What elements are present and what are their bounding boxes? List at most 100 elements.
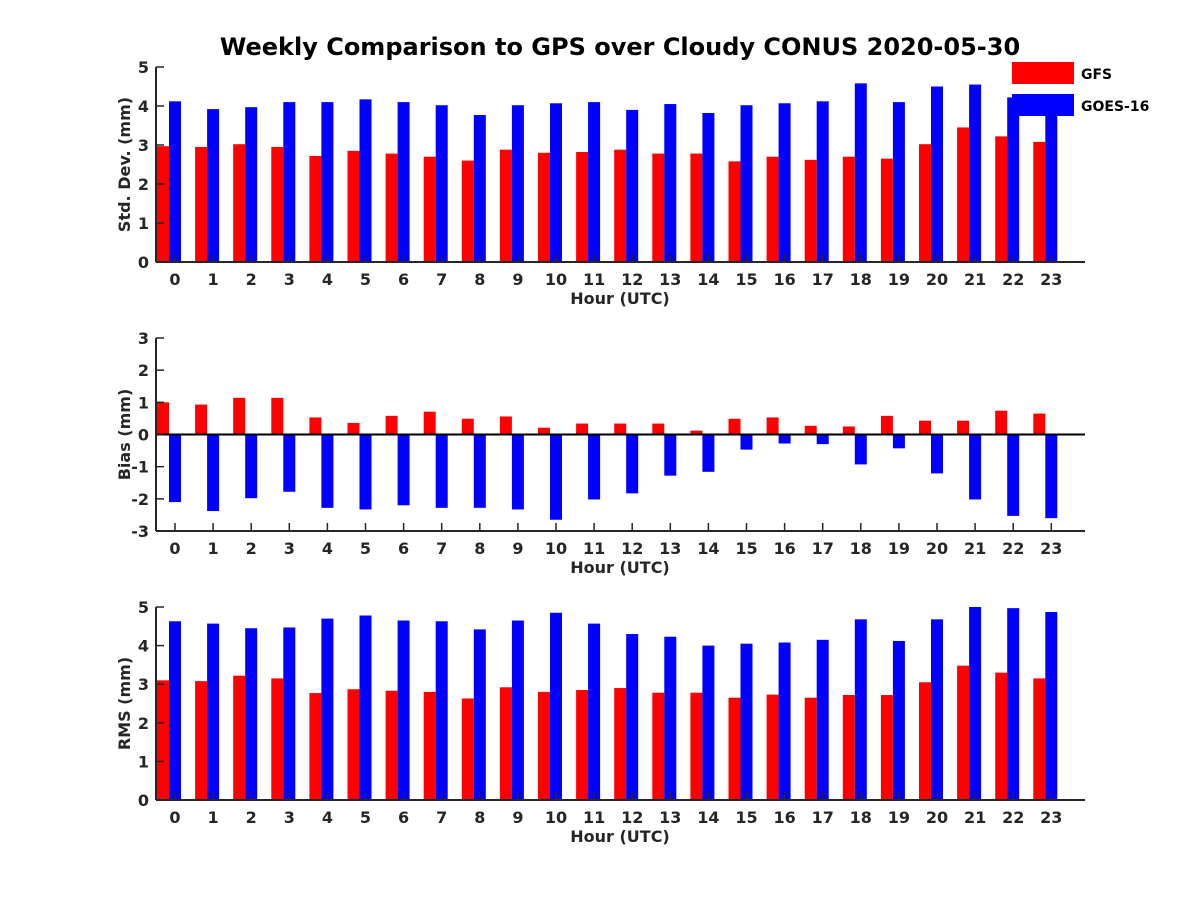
y-tick-label: 4 [138, 637, 149, 656]
bar [816, 639, 829, 800]
bar [435, 621, 448, 800]
bar [347, 422, 360, 435]
bar [880, 695, 893, 800]
bar [957, 665, 970, 800]
bar [690, 430, 703, 435]
x-tick-label: 1 [208, 539, 219, 558]
bar [233, 144, 246, 262]
bar [1007, 434, 1020, 516]
x-tick-label: 22 [1002, 808, 1024, 827]
bar [816, 434, 829, 445]
bar [995, 672, 1008, 800]
x-tick-label: 6 [398, 539, 409, 558]
bar [321, 434, 334, 508]
x-tick-label: 7 [436, 539, 447, 558]
bar [461, 698, 474, 800]
x-tick-label: 6 [398, 270, 409, 289]
x-axis-label: Hour (UTC) [570, 289, 670, 308]
bar [195, 681, 208, 800]
bar [664, 636, 677, 800]
bar [435, 105, 448, 262]
bar [969, 434, 982, 500]
y-tick-label: 1 [138, 214, 149, 233]
bar [957, 127, 970, 262]
x-tick-label: 20 [926, 270, 948, 289]
x-tick-label: 11 [583, 808, 605, 827]
bar [614, 423, 627, 435]
bar [385, 153, 398, 262]
bar [473, 434, 486, 508]
x-tick-label: 7 [436, 270, 447, 289]
bar [195, 404, 208, 435]
bar [576, 152, 589, 262]
bar [969, 84, 982, 262]
x-tick-label: 0 [169, 539, 180, 558]
bar [892, 434, 905, 449]
x-tick-label: 3 [284, 270, 295, 289]
x-tick-label: 19 [888, 808, 910, 827]
bar [919, 420, 931, 435]
bar [995, 136, 1008, 262]
bar [766, 417, 779, 435]
bar [664, 104, 677, 262]
x-tick-label: 23 [1040, 539, 1062, 558]
x-tick-label: 22 [1002, 270, 1024, 289]
bar [588, 102, 601, 262]
bar [842, 156, 855, 262]
bar [397, 434, 410, 506]
legend-label: GOES-16 [1081, 99, 1149, 115]
bar [283, 627, 296, 800]
y-tick-label: 4 [138, 97, 149, 116]
y-tick-label: 3 [138, 675, 149, 694]
x-tick-label: 14 [697, 539, 719, 558]
bar [157, 680, 169, 800]
bar [461, 160, 474, 262]
bar [1007, 97, 1020, 262]
x-tick-label: 10 [545, 539, 567, 558]
x-tick-label: 17 [812, 539, 834, 558]
bar [309, 693, 322, 800]
bar [233, 397, 246, 435]
series-gfs [157, 127, 1046, 262]
x-tick-label: 3 [284, 808, 295, 827]
bar [511, 620, 524, 800]
x-tick-label: 17 [812, 270, 834, 289]
bar [652, 153, 665, 262]
bar [309, 417, 322, 435]
x-tick-label: 20 [926, 808, 948, 827]
y-tick-label: 2 [138, 361, 149, 380]
bar [1007, 608, 1020, 800]
bar [626, 109, 639, 263]
bar [157, 402, 169, 435]
x-axis-label: Hour (UTC) [570, 558, 670, 577]
bar [816, 101, 829, 262]
legend: GFS GOES-16 [1012, 62, 1149, 116]
bar [931, 619, 943, 800]
bar [919, 682, 931, 800]
y-tick-label: 2 [138, 714, 149, 733]
y-tick-label: 1 [138, 393, 149, 412]
bar [728, 697, 741, 800]
bar [499, 149, 512, 262]
x-tick-label: 14 [697, 270, 719, 289]
bar [995, 410, 1008, 435]
bar [233, 675, 246, 800]
y-tick-label: -1 [131, 458, 149, 477]
x-tick-label: 13 [659, 539, 681, 558]
bar [576, 689, 589, 800]
bar [1033, 413, 1046, 435]
x-tick-label: 20 [926, 539, 948, 558]
bar [473, 629, 486, 800]
x-tick-label: 3 [284, 539, 295, 558]
bar [880, 415, 893, 435]
y-tick-label: 3 [138, 136, 149, 155]
bar [1045, 434, 1058, 519]
bar [740, 643, 753, 800]
bar [347, 150, 360, 262]
x-tick-label: 11 [583, 539, 605, 558]
bar [169, 621, 181, 800]
bar [245, 628, 258, 800]
bar [957, 420, 970, 435]
bar [919, 144, 931, 262]
bar [854, 83, 867, 262]
